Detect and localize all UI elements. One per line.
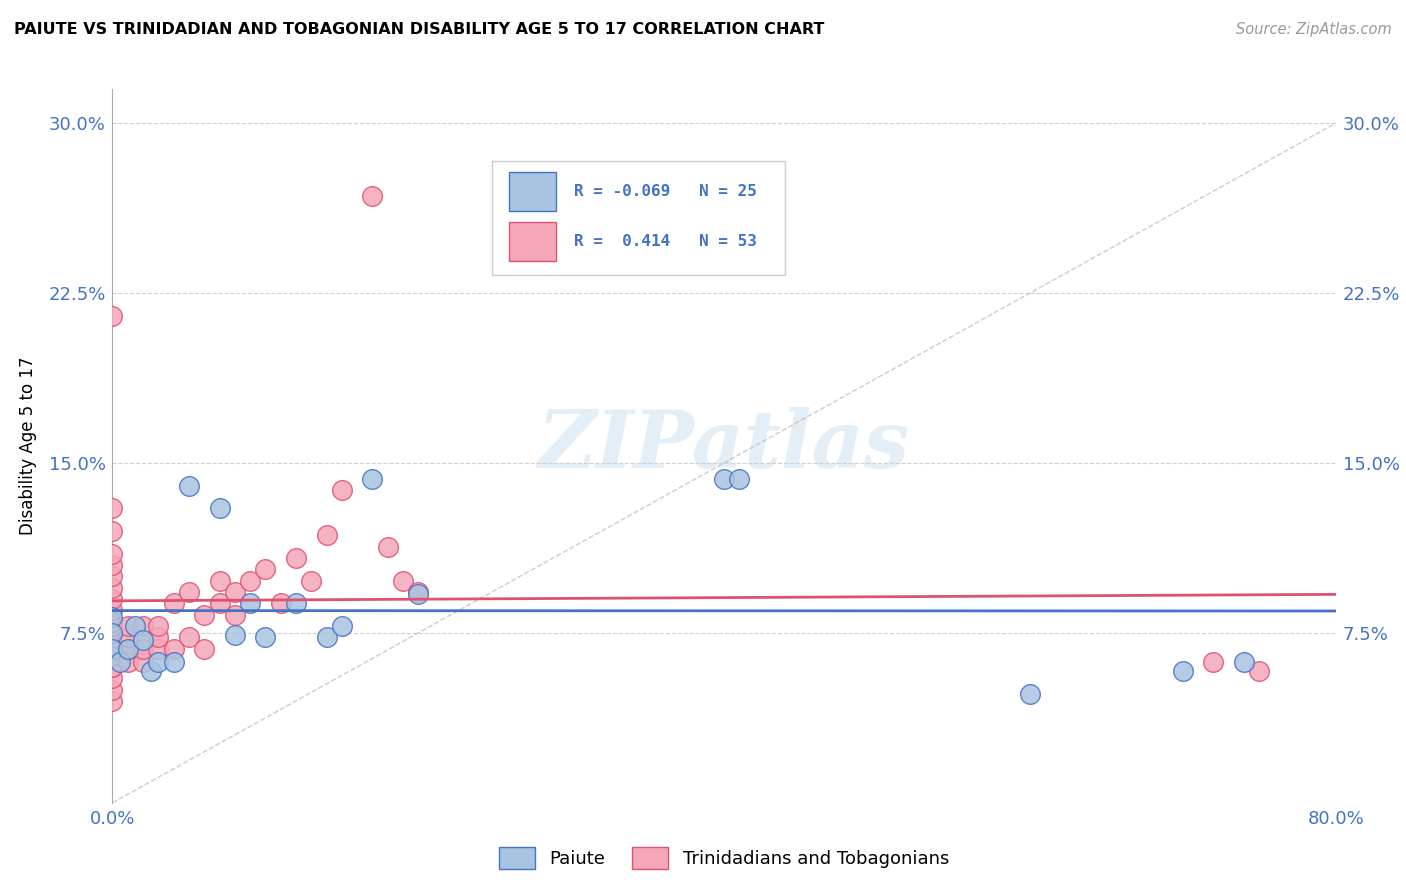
Point [101, 547, 124, 561]
Point [132, 656, 155, 670]
Point [193, 641, 215, 656]
FancyBboxPatch shape [509, 172, 557, 211]
Point [101, 619, 124, 633]
Point [148, 641, 170, 656]
Point [101, 603, 124, 617]
Point [148, 631, 170, 645]
Point [139, 665, 162, 679]
Point [224, 585, 246, 599]
Point [117, 631, 139, 645]
Point [377, 540, 399, 554]
Point [270, 597, 292, 611]
Point [124, 619, 146, 633]
Point [330, 483, 353, 498]
Point [254, 631, 277, 645]
Point [315, 528, 337, 542]
Point [101, 626, 124, 640]
Point [239, 574, 262, 588]
Point [728, 472, 751, 486]
Point [148, 656, 170, 670]
Point [101, 309, 124, 323]
Point [163, 656, 186, 670]
Point [101, 637, 124, 651]
Text: Source: ZipAtlas.com: Source: ZipAtlas.com [1236, 22, 1392, 37]
Point [284, 551, 308, 566]
Point [101, 581, 124, 595]
Point [1249, 665, 1271, 679]
Point [101, 558, 124, 572]
Point [163, 641, 186, 656]
Text: R =  0.414   N = 53: R = 0.414 N = 53 [574, 234, 756, 249]
Y-axis label: Disability Age 5 to 17: Disability Age 5 to 17 [20, 357, 37, 535]
Point [101, 524, 124, 538]
Point [239, 597, 262, 611]
Point [330, 619, 353, 633]
Point [361, 472, 384, 486]
Point [392, 574, 415, 588]
Point [101, 648, 124, 663]
Point [224, 628, 246, 642]
Point [713, 472, 735, 486]
Point [408, 585, 430, 599]
Point [177, 631, 200, 645]
Point [132, 619, 155, 633]
Point [117, 641, 139, 656]
Point [117, 656, 139, 670]
Text: PAIUTE VS TRINIDADIAN AND TOBAGONIAN DISABILITY AGE 5 TO 17 CORRELATION CHART: PAIUTE VS TRINIDADIAN AND TOBAGONIAN DIS… [14, 22, 824, 37]
Point [1202, 656, 1225, 670]
Text: R = -0.069   N = 25: R = -0.069 N = 25 [574, 184, 756, 199]
Point [177, 585, 200, 599]
Point [101, 660, 124, 674]
Point [117, 641, 139, 656]
Point [208, 597, 231, 611]
Text: ZIPatlas: ZIPatlas [538, 408, 910, 484]
Point [101, 569, 124, 583]
Point [163, 597, 186, 611]
Point [1233, 656, 1256, 670]
Point [117, 619, 139, 633]
Point [101, 591, 124, 606]
Point [132, 641, 155, 656]
Point [1018, 687, 1040, 701]
FancyBboxPatch shape [492, 161, 785, 275]
FancyBboxPatch shape [509, 222, 557, 261]
Point [101, 501, 124, 516]
Point [361, 188, 384, 202]
Point [284, 597, 308, 611]
Point [101, 671, 124, 685]
Point [101, 626, 124, 640]
Point [299, 574, 322, 588]
Point [254, 562, 277, 576]
Point [101, 694, 124, 708]
Point [408, 587, 430, 601]
Point [148, 619, 170, 633]
Point [132, 632, 155, 647]
Point [315, 631, 337, 645]
Point [224, 607, 246, 622]
Point [101, 682, 124, 697]
Point [101, 641, 124, 656]
Point [1171, 665, 1194, 679]
Point [208, 574, 231, 588]
Point [101, 615, 124, 629]
Point [101, 660, 124, 674]
Legend: Paiute, Trinidadians and Tobagonians: Paiute, Trinidadians and Tobagonians [492, 839, 956, 876]
Point [177, 478, 200, 492]
Point [108, 656, 131, 670]
Point [193, 607, 215, 622]
Point [101, 610, 124, 624]
Point [208, 501, 231, 516]
Point [101, 648, 124, 663]
